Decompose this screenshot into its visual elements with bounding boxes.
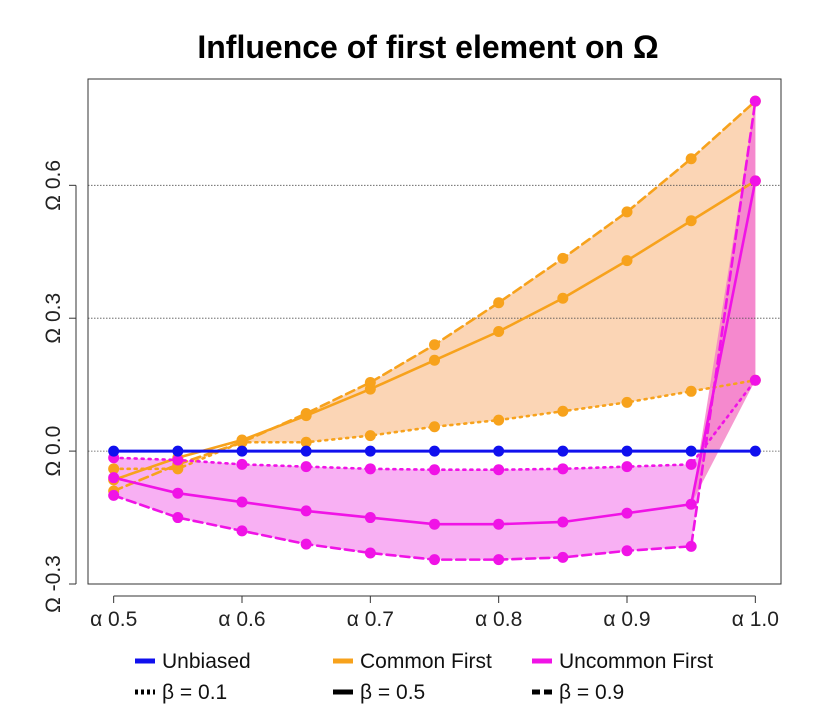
data-point-common xyxy=(236,436,248,448)
data-point-common xyxy=(429,421,440,433)
data-point-unbiased xyxy=(108,445,120,457)
data-point-common xyxy=(108,463,120,475)
area-bands xyxy=(113,101,756,560)
common-first-band xyxy=(113,101,756,491)
data-point-common xyxy=(300,436,312,448)
y-tick-label: Ω -0.3 xyxy=(42,555,65,613)
data-point-uncommon xyxy=(108,472,120,484)
data-point-uncommon xyxy=(621,461,633,473)
data-point-common xyxy=(493,414,505,426)
data-point-common xyxy=(685,385,697,397)
x-tick-label: α 0.7 xyxy=(347,608,394,631)
data-point-uncommon xyxy=(685,498,697,510)
data-point-common xyxy=(685,215,697,227)
series-points xyxy=(108,95,761,566)
data-point-uncommon xyxy=(557,551,569,563)
uncommon-first-band-overlap xyxy=(691,101,756,505)
x-tick-label: α 0.5 xyxy=(90,608,137,631)
data-point-common xyxy=(300,407,312,419)
data-point-common xyxy=(493,326,505,337)
legend-label: β = 0.5 xyxy=(360,681,425,704)
data-point-uncommon xyxy=(300,505,312,517)
data-point-unbiased xyxy=(493,445,505,457)
data-point-unbiased xyxy=(236,445,248,457)
data-point-uncommon xyxy=(493,554,505,566)
data-point-unbiased xyxy=(685,445,697,457)
data-point-common xyxy=(557,405,569,417)
data-point-uncommon xyxy=(236,496,248,508)
legend: Unbiased Common First Uncommon First β = 0.… xyxy=(135,650,713,704)
data-point-common xyxy=(364,376,376,388)
x-tick-label: α 0.8 xyxy=(475,608,522,631)
data-point-uncommon xyxy=(685,458,697,470)
data-point-unbiased xyxy=(364,445,376,457)
data-point-uncommon xyxy=(749,374,761,386)
data-point-uncommon xyxy=(621,545,633,557)
data-point-unbiased xyxy=(621,445,633,457)
legend-label: Uncommon First xyxy=(559,650,713,673)
data-point-uncommon xyxy=(749,95,761,107)
data-point-common xyxy=(621,255,633,267)
legend-label: β = 0.1 xyxy=(162,681,227,704)
data-point-uncommon xyxy=(172,487,184,499)
x-tick-label: α 0.6 xyxy=(218,608,265,631)
y-tick-label: Ω 0.0 xyxy=(42,426,65,477)
data-point-unbiased xyxy=(429,445,440,457)
x-tick-label: α 0.9 xyxy=(603,608,650,631)
data-point-unbiased xyxy=(557,445,569,457)
data-point-common xyxy=(429,339,440,351)
data-point-uncommon xyxy=(429,518,440,530)
y-axis: Ω -0.3 Ω 0.0 Ω 0.3 Ω 0.6 xyxy=(42,160,77,613)
data-point-uncommon xyxy=(493,518,505,530)
data-point-common xyxy=(557,252,569,264)
x-tick-label: α 1.0 xyxy=(732,608,779,631)
data-point-unbiased xyxy=(749,445,761,457)
data-point-uncommon xyxy=(685,540,697,552)
data-point-uncommon xyxy=(172,512,184,524)
data-point-unbiased xyxy=(300,445,312,457)
data-point-common xyxy=(685,153,697,165)
data-point-uncommon xyxy=(493,464,505,476)
data-point-uncommon xyxy=(429,554,440,566)
data-point-uncommon xyxy=(621,507,633,519)
data-point-uncommon xyxy=(557,463,569,475)
data-point-uncommon xyxy=(108,489,120,501)
data-point-common xyxy=(621,396,633,408)
data-point-uncommon xyxy=(749,175,761,187)
data-point-uncommon xyxy=(364,547,376,559)
data-point-uncommon xyxy=(172,454,184,466)
data-point-uncommon xyxy=(557,516,569,528)
y-tick-label: Ω 0.6 xyxy=(42,160,65,211)
data-point-uncommon xyxy=(300,461,312,473)
data-point-common xyxy=(429,354,440,366)
data-point-uncommon xyxy=(236,458,248,470)
chart-title: Influence of first element on Ω xyxy=(197,29,658,65)
data-point-uncommon xyxy=(364,512,376,524)
y-tick-label: Ω 0.3 xyxy=(42,293,65,344)
data-point-uncommon xyxy=(300,538,312,550)
plot-frame xyxy=(87,78,782,585)
data-point-unbiased xyxy=(172,445,184,457)
data-point-uncommon xyxy=(429,464,440,476)
data-point-common xyxy=(364,430,376,442)
legend-label: Unbiased xyxy=(162,650,251,673)
data-point-common xyxy=(557,292,569,304)
data-point-common xyxy=(621,206,633,218)
x-axis: α 0.5 α 0.6 α 0.7 α 0.8 α 0.9 α 1.0 xyxy=(90,595,779,631)
legend-label: Common First xyxy=(360,650,492,673)
data-point-uncommon xyxy=(236,525,248,537)
legend-label: β = 0.9 xyxy=(559,681,624,704)
data-point-common xyxy=(493,297,505,309)
data-point-uncommon xyxy=(364,463,376,475)
